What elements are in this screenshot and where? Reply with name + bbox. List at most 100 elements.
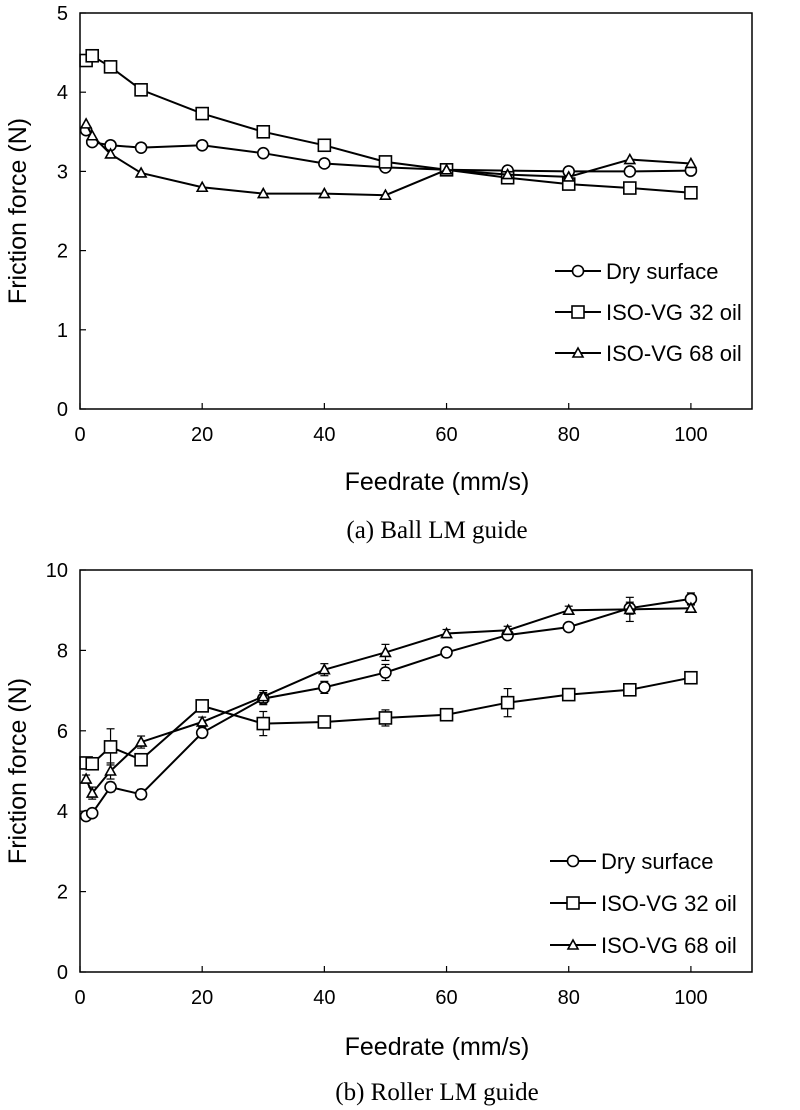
- chart-b-point-iso-vg-32-oil: [103, 740, 118, 754]
- chart-b-point-iso-vg-32-oil: [623, 682, 637, 697]
- chart-b-x-ticks: 0 20 40 60 80 100: [74, 966, 708, 1009]
- chart-b-point-iso-vg-68-oil: [318, 663, 331, 675]
- chart-b-point-iso-vg-68-oil: [623, 602, 637, 615]
- chart-b-point-iso-vg-68-oil: [501, 623, 514, 636]
- chart-b-legend-marker-iso-vg-68-oil: [566, 938, 580, 950]
- chart-b-point-dry-surface: [318, 681, 331, 694]
- chart-a-point-iso-vg-32-oil: [134, 83, 148, 97]
- chart-b-point-dry-surface: [440, 646, 453, 659]
- chart-a-point-iso-vg-68-oil: [501, 167, 514, 180]
- chart-b-point-iso-vg-32-oil: [134, 752, 148, 767]
- chart-a-y-tick-label: 2: [57, 241, 68, 263]
- chart-a-x-tick-label: 80: [558, 424, 580, 446]
- chart-b-x-axis-label: Feedrate (mm/s): [345, 1033, 530, 1061]
- chart-b-legend-label-iso-vg-32-oil: ISO-VG 32 oil: [601, 891, 737, 916]
- chart-b-legend-marker-dry-surface: [566, 854, 580, 868]
- chart-b-point-iso-vg-32-oil: [378, 711, 393, 725]
- chart-b-y-tick-label: 10: [46, 560, 68, 582]
- chart-b-point-iso-vg-32-oil: [195, 699, 209, 713]
- chart-a-caption: (a) Ball LM guide: [346, 517, 527, 544]
- chart-b-x-tick-label: 0: [74, 987, 85, 1009]
- chart-b-x-tick-label: 80: [558, 987, 580, 1009]
- chart-b-point-iso-vg-68-oil: [562, 603, 576, 616]
- chart-b-x-tick-label: 100: [674, 987, 707, 1009]
- chart-a-point-iso-vg-68-oil: [562, 170, 576, 182]
- chart-b-caption: (b) Roller LM guide: [335, 1079, 538, 1106]
- chart-a-y-tick-label: 3: [57, 161, 68, 183]
- chart-a-legend-marker-dry-surface: [571, 264, 585, 278]
- chart-b-point-dry-surface: [379, 666, 392, 679]
- chart-a-x-tick-label: 20: [191, 424, 213, 446]
- chart-a-series: [79, 48, 698, 200]
- chart-a-y-tick-label: 0: [57, 399, 68, 421]
- chart-a-legend: Dry surface ISO-VG 32 oil ISO-VG 68 oil: [555, 259, 742, 366]
- chart-b-y-tick-label: 2: [57, 882, 68, 904]
- chart-a-point-iso-vg-68-oil: [79, 117, 93, 129]
- chart-a-point-iso-vg-68-oil: [684, 156, 698, 169]
- chart-b-point-dry-surface: [85, 806, 99, 820]
- chart-a-legend-marker-iso-vg-32-oil: [571, 305, 585, 319]
- chart-a-y-tick-label: 5: [57, 3, 68, 25]
- chart-b-point-iso-vg-68-oil: [85, 786, 99, 798]
- chart-b-point-iso-vg-32-oil: [439, 707, 454, 722]
- chart-b-point-dry-surface: [562, 620, 576, 634]
- chart-b-legend-label-dry-surface: Dry surface: [601, 849, 713, 874]
- chart-a-ball-lm-guide: 0 1 2 3 4 5 0 20 40 60 80 100 Friction force (N) F…: [4, 3, 753, 544]
- chart-a-point-iso-vg-68-oil: [195, 180, 209, 193]
- chart-a-point-iso-vg-68-oil: [623, 152, 637, 165]
- chart-a-point-iso-vg-68-oil: [318, 186, 331, 199]
- chart-b-x-tick-label: 60: [435, 987, 457, 1009]
- chart-a-point-iso-vg-68-oil: [85, 129, 99, 141]
- chart-b-point-iso-vg-68-oil: [256, 689, 270, 702]
- chart-b-y-tick-label: 6: [57, 721, 68, 743]
- chart-a-x-axis-label: Feedrate (mm/s): [345, 468, 530, 496]
- chart-a-point-dry-surface: [623, 165, 637, 178]
- chart-b-series: [79, 592, 698, 823]
- chart-b-x-tick-label: 20: [191, 987, 213, 1009]
- chart-b-plot-frame: [79, 569, 753, 973]
- chart-a-legend-label-iso-vg-32-oil: ISO-VG 32 oil: [606, 300, 742, 325]
- chart-a-point-iso-vg-32-oil: [256, 125, 271, 139]
- chart-b-legend-label-iso-vg-68-oil: ISO-VG 68 oil: [601, 933, 737, 958]
- chart-a-y-tick-label: 1: [57, 320, 68, 342]
- chart-a-legend-label-dry-surface: Dry surface: [606, 259, 718, 284]
- chart-a-point-dry-surface: [256, 146, 270, 160]
- chart-a-y-ticks: 0 1 2 3 4 5: [57, 3, 86, 421]
- chart-a-legend-marker-iso-vg-68-oil: [571, 346, 585, 358]
- chart-a-x-tick-label: 60: [435, 424, 457, 446]
- chart-b-point-dry-surface: [195, 726, 209, 740]
- chart-b-legend-marker-iso-vg-32-oil: [566, 896, 580, 910]
- chart-b-y-tick-label: 8: [57, 640, 68, 662]
- chart-b-y-tick-label: 4: [57, 801, 68, 823]
- chart-a-y-tick-label: 4: [57, 82, 68, 104]
- chart-a-point-iso-vg-68-oil: [379, 188, 392, 200]
- chart-b-point-iso-vg-32-oil: [256, 716, 271, 731]
- chart-a-point-iso-vg-32-oil: [623, 181, 637, 195]
- chart-a-point-iso-vg-32-oil: [684, 185, 698, 200]
- chart-b-y-axis-label: Friction force (N): [4, 678, 32, 864]
- chart-a-point-iso-vg-32-oil: [378, 155, 393, 169]
- chart-b-point-iso-vg-32-oil: [85, 756, 100, 771]
- chart-a-x-tick-label: 40: [313, 424, 335, 446]
- chart-b-series-line-dry-surface: [85, 597, 692, 817]
- chart-a-point-iso-vg-68-oil: [440, 163, 453, 175]
- chart-a-point-iso-vg-32-oil: [317, 138, 332, 153]
- chart-b-point-iso-vg-32-oil: [684, 670, 698, 685]
- chart-a-x-tick-label: 100: [674, 424, 707, 446]
- chart-a-point-iso-vg-32-oil: [85, 48, 100, 63]
- chart-b-point-iso-vg-68-oil: [134, 735, 148, 747]
- chart-b-point-iso-vg-68-oil: [195, 715, 209, 727]
- chart-a-x-tick-label: 0: [74, 424, 85, 446]
- chart-a-legend-label-iso-vg-68-oil: ISO-VG 68 oil: [606, 341, 742, 366]
- chart-a-x-ticks: 0 20 40 60 80 100: [74, 403, 708, 446]
- chart-b-point-iso-vg-68-oil: [684, 601, 698, 613]
- chart-b-point-iso-vg-68-oil: [104, 764, 117, 776]
- chart-b-x-tick-label: 40: [313, 987, 335, 1009]
- chart-b-point-iso-vg-32-oil: [561, 687, 576, 702]
- chart-b-point-dry-surface: [104, 780, 117, 794]
- chart-a-point-iso-vg-32-oil: [103, 60, 118, 74]
- chart-b-point-iso-vg-68-oil: [440, 626, 453, 639]
- chart-a-point-dry-surface: [134, 141, 148, 154]
